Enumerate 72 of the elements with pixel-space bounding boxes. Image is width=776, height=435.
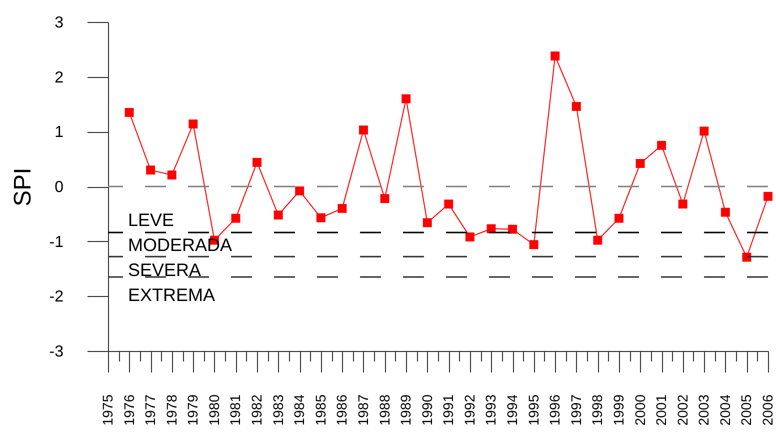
x-tick-label: 1982 — [248, 394, 265, 426]
x-tick-label: 1984 — [291, 394, 308, 426]
x-tick-label: 1979 — [184, 394, 201, 426]
y-tick-label: -3 — [49, 344, 64, 360]
x-tick-label: 1978 — [163, 394, 180, 426]
y-tick-label: -2 — [49, 288, 64, 306]
point — [444, 200, 454, 209]
point — [508, 224, 517, 234]
annotation: EXTREMA — [128, 285, 216, 305]
y-tick-label: -1 — [49, 234, 64, 251]
annotation: SEVERA — [128, 260, 202, 280]
y-tick-label: 0 — [54, 179, 64, 196]
x-tick-label: 1992 — [461, 394, 478, 426]
x-tick-label: 2002 — [674, 394, 690, 426]
point — [657, 140, 666, 150]
x-tick-label: 1983 — [270, 394, 286, 426]
point — [614, 214, 624, 223]
x-tick-label: 1987 — [354, 394, 371, 426]
x-tick-label: 1997 — [568, 394, 584, 426]
point — [678, 200, 688, 209]
x-tick-label: 2003 — [696, 394, 712, 426]
x-tick-label: 2004 — [716, 394, 733, 426]
x-tick-label: 1977 — [142, 394, 158, 426]
x-tick-label: 2000 — [632, 394, 648, 426]
x-tick-label: 1998 — [589, 394, 606, 426]
point — [295, 186, 304, 196]
x-tick-label: 2006 — [760, 394, 776, 426]
x-tick-label: 2005 — [738, 394, 754, 426]
x-tick-label: 1976 — [120, 394, 137, 426]
x-tick-label: 1975 — [100, 394, 116, 426]
y-tick-label: 3 — [54, 14, 64, 32]
point — [188, 120, 198, 128]
point — [593, 236, 602, 245]
x-tick-label: 1995 — [525, 394, 542, 426]
x-tick-label: 1991 — [440, 394, 456, 426]
point — [402, 94, 411, 104]
point — [146, 166, 156, 175]
x-tick-label: 1994 — [504, 394, 520, 426]
point — [338, 204, 347, 213]
point — [359, 126, 368, 134]
point — [572, 102, 581, 111]
point — [700, 126, 709, 136]
annotation: LEVE — [128, 210, 174, 230]
point — [167, 170, 176, 180]
y-tick-label: 1 — [54, 124, 64, 142]
y-axis-title: SPI — [9, 168, 36, 206]
x-tick-label: 1980 — [206, 394, 222, 426]
x-tick-label: 1981 — [227, 394, 244, 426]
point — [720, 208, 730, 217]
x-tick-label: 1986 — [334, 394, 350, 426]
y-tick-label: 2 — [54, 69, 64, 86]
x-tick-label: 1999 — [610, 394, 626, 426]
x-tick-label: 1985 — [312, 394, 328, 426]
x-tick-label: 1993 — [482, 394, 499, 426]
point — [231, 214, 240, 223]
point — [252, 158, 262, 167]
x-tick-label: 1988 — [376, 394, 392, 426]
x-tick-label: 2001 — [653, 394, 670, 426]
x-tick-label: 1990 — [418, 394, 435, 426]
point — [422, 218, 432, 228]
x-tick-label: 1989 — [398, 394, 414, 426]
point — [550, 52, 560, 60]
point — [636, 159, 645, 168]
x-tick-label: 1996 — [546, 394, 563, 426]
point — [764, 192, 772, 201]
point — [465, 232, 474, 242]
point — [274, 210, 283, 220]
point — [124, 108, 134, 117]
point — [380, 194, 390, 204]
annotation: MODERADA — [128, 235, 232, 255]
point — [316, 213, 326, 222]
point — [529, 240, 538, 250]
